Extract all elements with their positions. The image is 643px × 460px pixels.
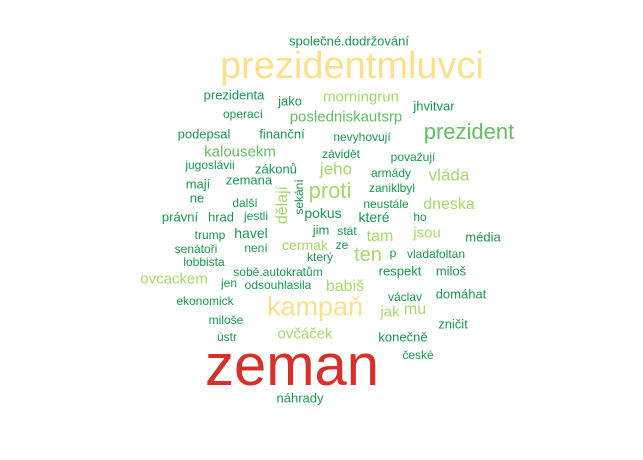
cloud-word: operací	[222, 107, 264, 121]
cloud-word: pokus	[304, 205, 342, 221]
cloud-word: sekání	[292, 179, 306, 215]
cloud-word: podepsal	[177, 126, 231, 142]
cloud-word: dneska	[423, 196, 475, 213]
cloud-word: p	[389, 246, 397, 260]
cloud-word: zemana	[225, 172, 273, 188]
cloud-word: ne	[189, 190, 205, 206]
cloud-word: nevyhovují	[333, 130, 391, 144]
cloud-word: zaniklbyl	[368, 181, 416, 195]
cloud-word: konečně	[378, 329, 428, 345]
cloud-word: ten	[354, 244, 382, 266]
cloud-word: které	[358, 209, 390, 225]
cloud-word: kampaň	[266, 291, 364, 322]
cloud-word: zákonů	[255, 161, 297, 177]
cloud-word: babiš	[325, 278, 365, 295]
cloud-word: mu	[403, 301, 427, 318]
cloud-word: respekt	[378, 263, 422, 279]
cloud-word: považují	[390, 150, 436, 164]
cloud-word: trump	[194, 228, 226, 242]
cloud-word: miloš	[435, 263, 467, 279]
cloud-word: václav	[387, 290, 423, 304]
cloud-word: právní	[161, 209, 199, 225]
cloud-word: jsou	[413, 224, 441, 242]
cloud-word: jak	[380, 303, 400, 321]
cloud-word: zničit	[438, 316, 468, 332]
cloud-word: zeman	[204, 333, 380, 398]
cloud-word: média	[465, 229, 501, 245]
cloud-word: společné.dodržování	[289, 33, 409, 49]
cloud-word: kalousekm	[204, 143, 276, 161]
cloud-word: jako	[278, 93, 302, 109]
cloud-word: armády	[370, 166, 412, 180]
cloud-word: proti	[308, 178, 352, 203]
cloud-word: morningrun	[323, 88, 399, 106]
cloud-word: jugoslávii	[185, 158, 235, 172]
cloud-word: neustále	[363, 197, 409, 211]
cloud-word: ekonomick	[176, 294, 234, 308]
cloud-word: stát	[337, 224, 357, 238]
cloud-word: ovcackem	[140, 270, 208, 288]
cloud-word: není	[244, 241, 268, 255]
cloud-word: senátoři	[174, 242, 218, 256]
cloud-word: ho	[413, 210, 427, 224]
cloud-word: prezident	[423, 119, 515, 144]
cloud-word: náhrady	[276, 390, 324, 406]
cloud-word: posledniskautsrp	[289, 108, 403, 126]
cloud-word: jen	[220, 276, 238, 290]
cloud-word: jestli	[243, 209, 269, 223]
cloud-word: sobě.autokratům	[233, 265, 323, 279]
cloud-word: domáhat	[435, 286, 487, 302]
cloud-word: mají	[185, 176, 211, 192]
cloud-word: který	[306, 250, 334, 264]
cloud-word: dělají	[274, 185, 291, 225]
cloud-word: miloše	[208, 313, 244, 327]
cloud-word: vladafoltan	[406, 247, 466, 261]
cloud-word: prezidenta	[203, 87, 265, 103]
cloud-word: lobbista	[183, 255, 225, 269]
cloud-word: další	[232, 196, 258, 210]
cloud-word: jim	[312, 222, 330, 238]
cloud-word: jhvitvar	[413, 98, 455, 114]
cloud-word: závidět	[321, 147, 361, 161]
cloud-word: vláda	[428, 165, 470, 185]
cloud-word: havel	[234, 225, 268, 241]
cloud-word: jeho	[319, 159, 353, 179]
cloud-word: české	[402, 348, 434, 362]
cloud-word: hrad	[207, 209, 235, 225]
cloud-word: prezidentmluvci	[220, 45, 484, 87]
cloud-word: ovčáček	[277, 325, 333, 343]
cloud-word: cermak	[282, 237, 328, 253]
cloud-word: odsouhlasila	[244, 278, 312, 292]
cloud-word: finanční	[259, 126, 305, 142]
cloud-word: ústr	[216, 330, 238, 344]
cloud-word: ze	[335, 238, 349, 252]
cloud-word: tam	[366, 228, 394, 245]
